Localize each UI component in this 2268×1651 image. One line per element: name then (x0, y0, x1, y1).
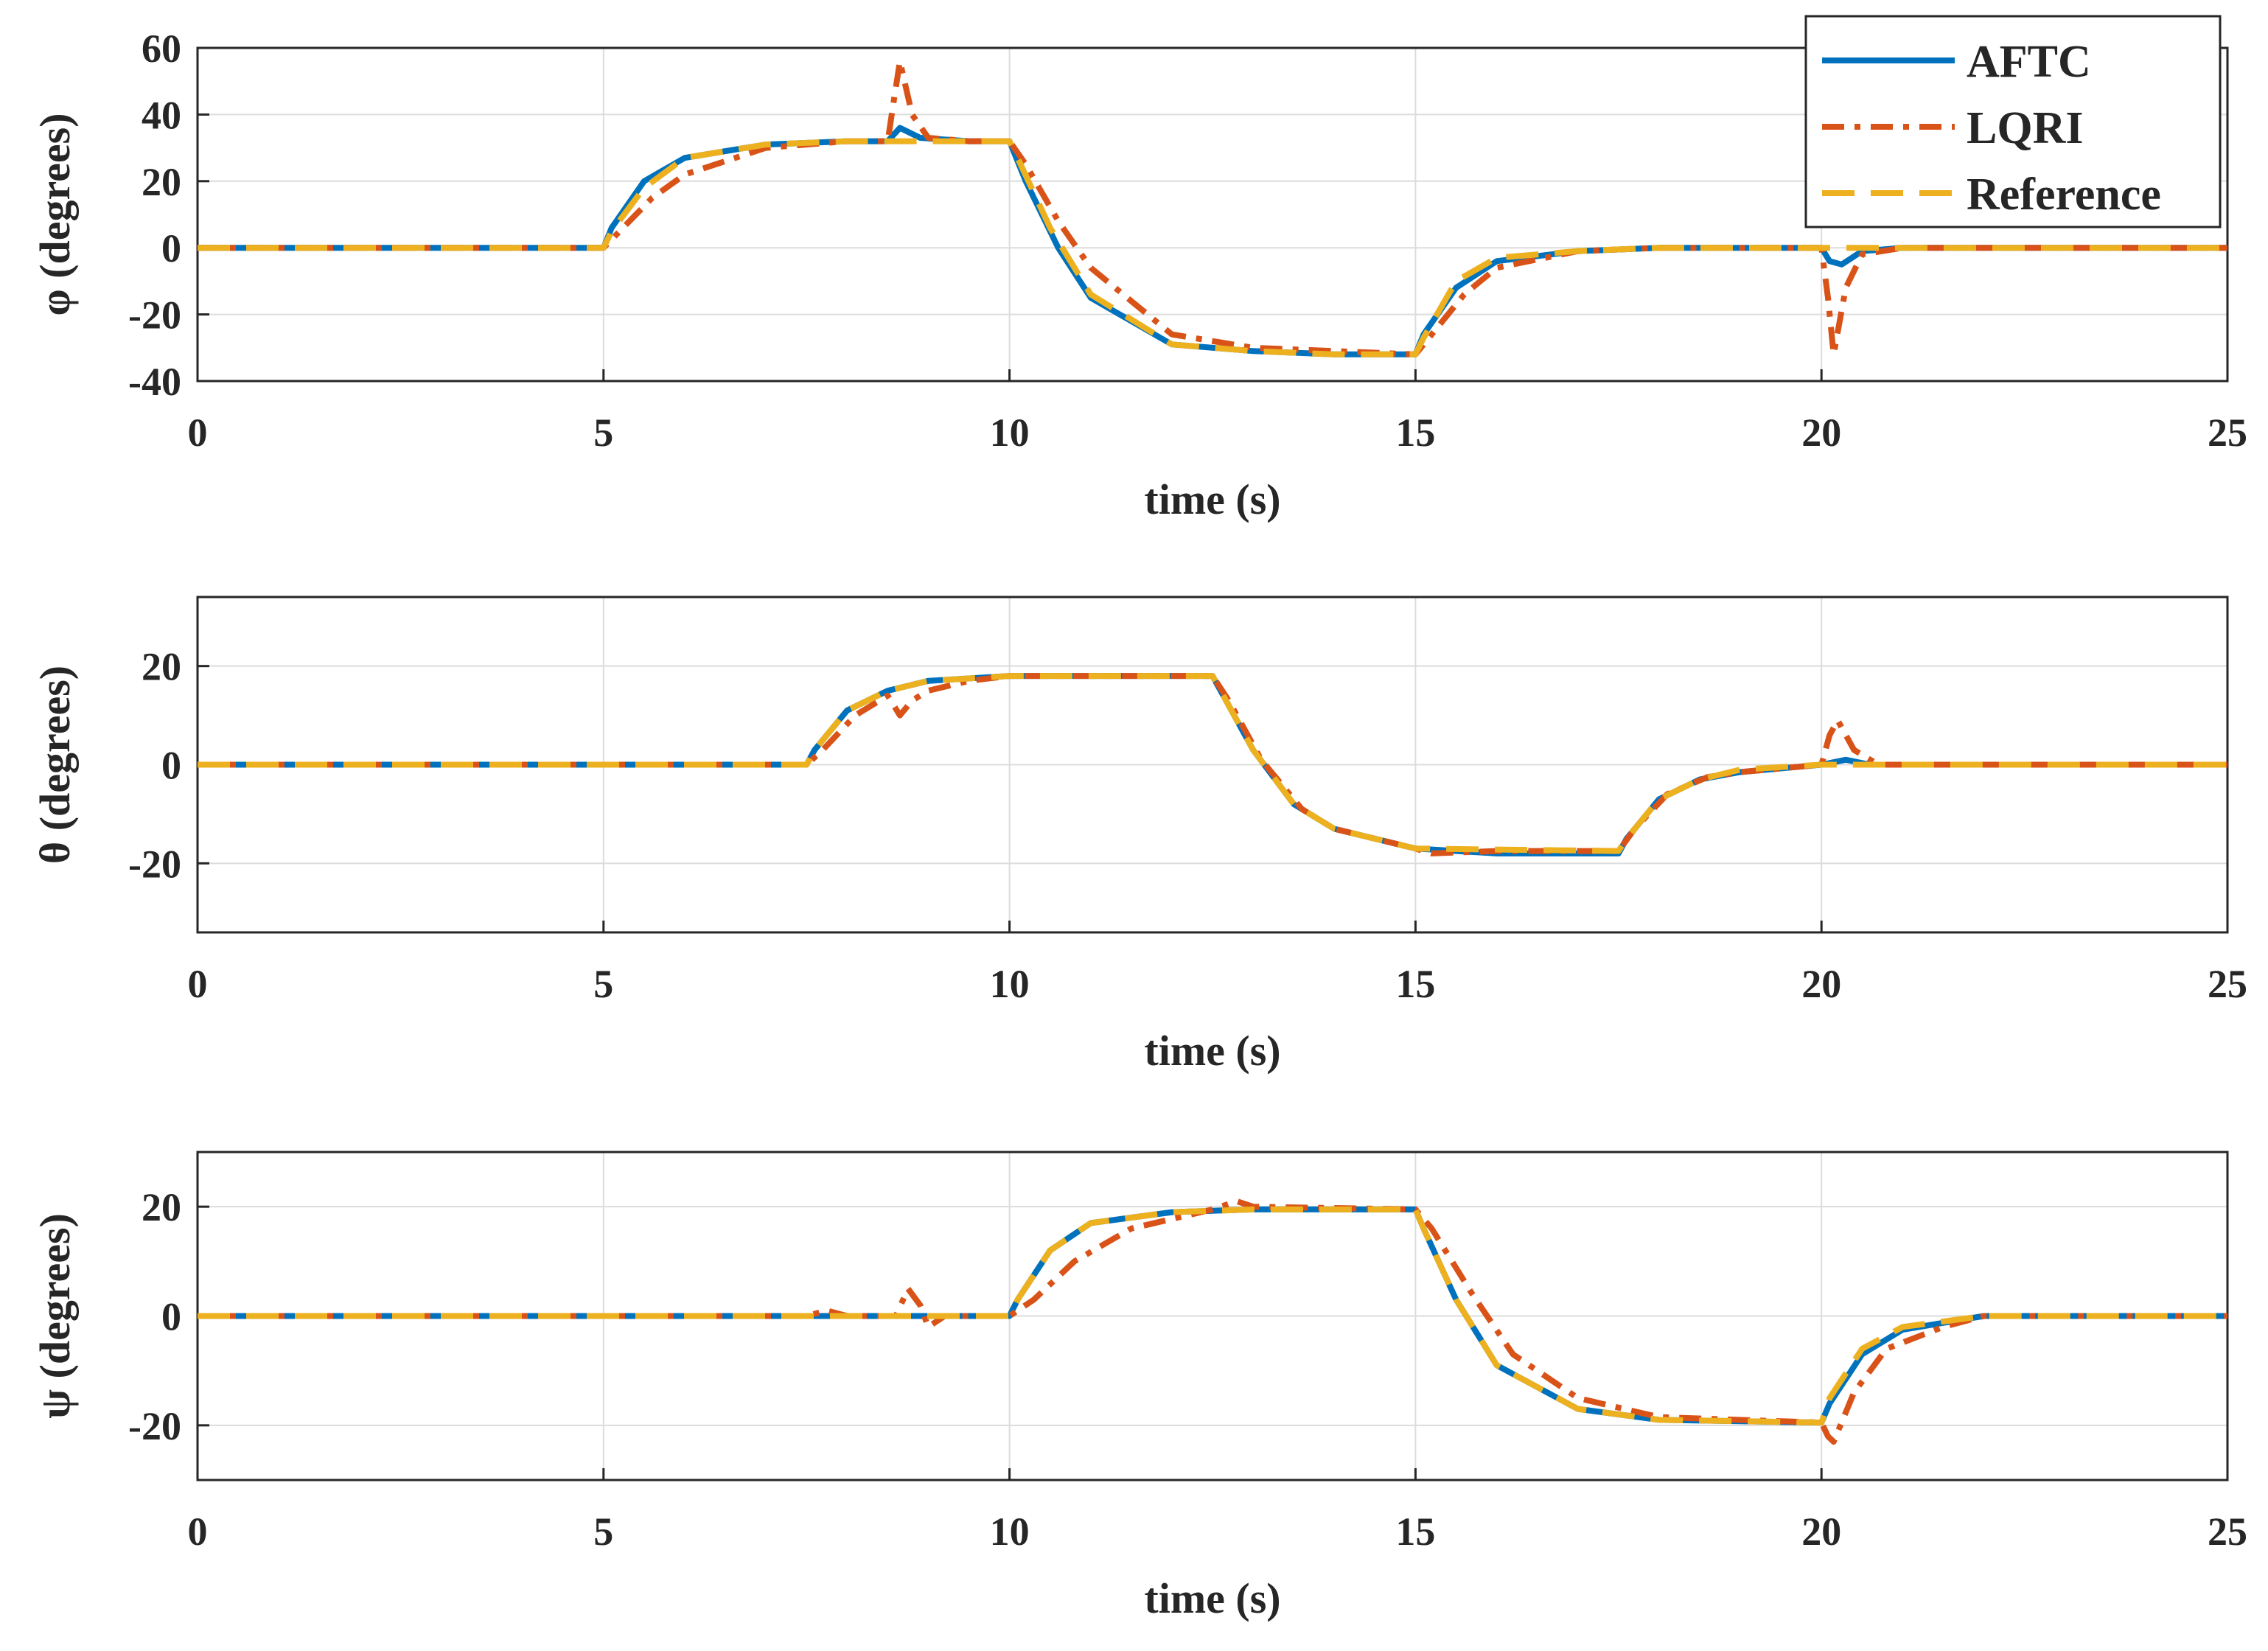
y-axis-label: ψ (degrees) (31, 1213, 79, 1419)
y-tick-label: 20 (142, 645, 181, 689)
x-tick-label: 5 (593, 1509, 613, 1554)
y-axis-label: φ (degrees) (31, 113, 79, 315)
legend-box (1804, 15, 2222, 228)
y-tick-label: -40 (128, 360, 181, 404)
x-tick-label: 15 (1395, 962, 1435, 1006)
y-tick-label: 0 (161, 1295, 181, 1339)
x-tick-label: 15 (1395, 1509, 1435, 1554)
y-tick-label: -20 (128, 1404, 181, 1448)
x-tick-label: 20 (1801, 1509, 1841, 1554)
x-tick-label: 10 (990, 962, 1030, 1006)
y-tick-label: -20 (128, 293, 181, 338)
x-tick-label: 15 (1395, 411, 1435, 455)
series-lqri-3 (198, 1198, 2227, 1445)
x-tick-label: 0 (188, 1509, 208, 1554)
legend-label-aftc: AFTC (1967, 37, 2091, 87)
axes-frame-1 (196, 46, 2229, 383)
x-tick-label: 10 (990, 1509, 1030, 1554)
x-axis-label: time (s) (1144, 1574, 1280, 1622)
x-tick-label: 20 (1801, 962, 1841, 1006)
y-tick-label: 40 (142, 93, 181, 137)
legend-label-lqri: LQRI (1967, 103, 2083, 153)
y-tick-label: -20 (128, 842, 181, 886)
y-axis-label: θ (degrees) (31, 666, 79, 864)
y-tick-label: 60 (142, 27, 181, 71)
x-tick-label: 25 (2208, 1509, 2247, 1554)
x-axis-label: time (s) (1144, 1027, 1280, 1075)
y-tick-label: 0 (161, 226, 181, 270)
legend-label-reference: Reference (1967, 170, 2161, 220)
y-tick-label: 20 (142, 1185, 181, 1229)
y-tick-label: 20 (142, 160, 181, 204)
x-tick-label: 25 (2208, 411, 2247, 455)
x-tick-label: 0 (188, 962, 208, 1006)
x-axis-label: time (s) (1144, 475, 1280, 523)
x-tick-label: 5 (593, 962, 613, 1006)
labels-layer: 0 5 10 15 20 25 -40 -20 0 20 40 60 time (s) φ (degree… (31, 27, 2247, 1622)
series-reference-2 (198, 673, 2227, 854)
data-layer (198, 58, 2227, 1445)
series-reference-3 (198, 1206, 2227, 1426)
series-lqri-2 (198, 673, 2227, 856)
y-tick-label: 0 (161, 744, 181, 788)
series-reference-1 (198, 138, 2227, 357)
x-tick-label: 5 (593, 411, 613, 455)
legend-layer: AFTC LQRI Reference (1804, 15, 2222, 228)
x-tick-label: 20 (1801, 411, 1841, 455)
x-tick-label: 0 (188, 411, 208, 455)
x-tick-label: 25 (2208, 962, 2247, 1006)
x-tick-label: 10 (990, 411, 1030, 455)
